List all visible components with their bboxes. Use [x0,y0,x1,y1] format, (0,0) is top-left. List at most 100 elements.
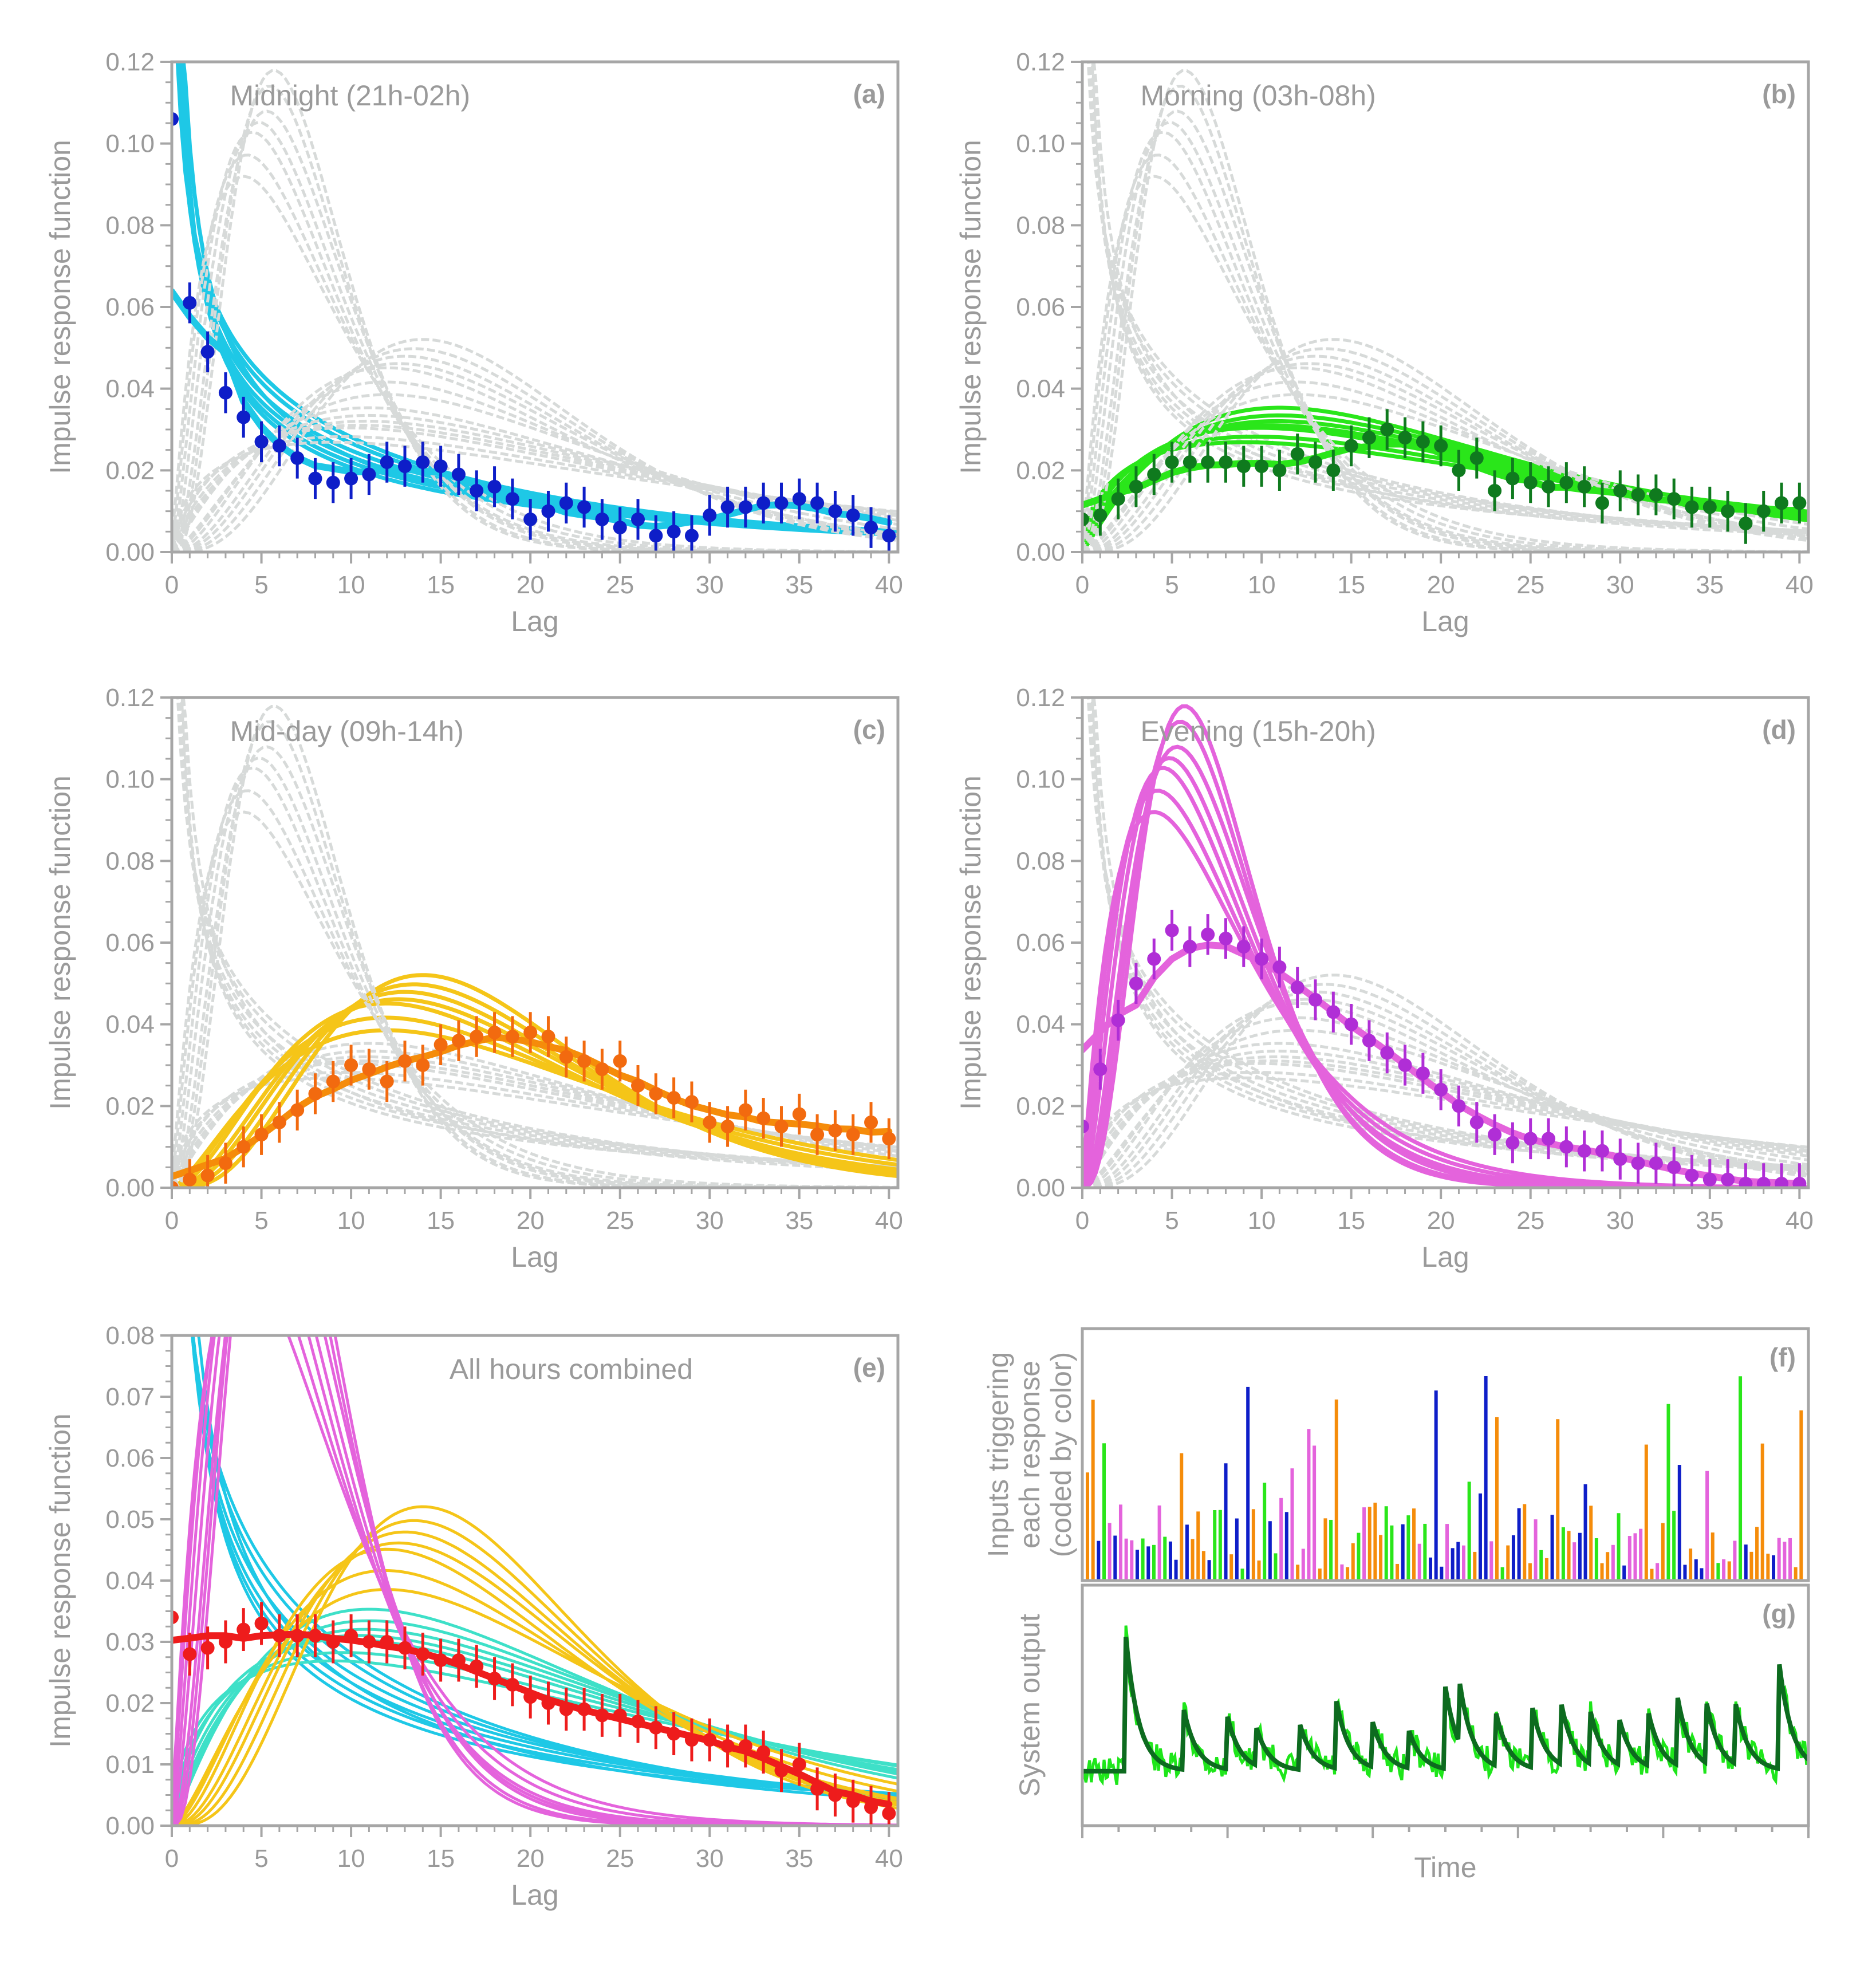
data-point [326,1074,340,1089]
data-point [1685,500,1699,514]
input-bar [1417,1543,1421,1581]
curve-cyan-4 [1092,62,1808,537]
input-bar [1749,1551,1753,1581]
input-bar [1456,1542,1460,1581]
y-tick-label: 0.03 [105,1628,155,1656]
input-bar [1511,1535,1515,1581]
x-tick-label: 10 [337,571,365,599]
y-tick-label: 0.02 [105,1092,155,1120]
data-point [792,1758,806,1771]
input-bar [1650,1569,1654,1581]
input-bar [1141,1538,1145,1581]
panel-d-ylabel: Impulse response function [955,775,987,1110]
panel-a-label: (a) [853,79,885,109]
data-point [505,492,519,506]
curve-magenta-1 [172,810,898,1188]
data-point [613,1708,627,1723]
y-tick-label: 0.00 [1016,538,1065,566]
curve-cyan-7 [1086,698,1808,1171]
input-bar [1240,1569,1244,1581]
x-tick-label: 20 [1427,571,1455,599]
y-tick-label: 0.08 [1016,211,1065,239]
curve-yellow-7 [172,973,898,1188]
data-point [720,500,735,514]
x-tick-label: 0 [1075,571,1089,599]
data-point [613,1054,627,1068]
curve-magenta-4 [1082,121,1808,552]
data-point [1272,960,1287,974]
input-bar [1218,1510,1222,1581]
data-point [237,1140,251,1154]
x-tick-label: 15 [1337,571,1365,599]
input-bar [1357,1532,1361,1581]
input-bar [1500,1567,1504,1581]
x-tick-label: 35 [1696,1207,1724,1235]
data-point [631,512,645,526]
data-point [433,459,448,474]
data-point [1236,459,1251,474]
curve-magenta-3 [172,131,898,552]
input-bar [1484,1376,1488,1581]
x-tick-label: 30 [696,571,724,599]
data-point [649,529,663,543]
data-point [595,512,609,526]
input-bar [1157,1505,1161,1581]
data-point [541,1696,555,1710]
data-point [1344,439,1358,453]
data-point [470,484,484,498]
curve-magenta-5 [1082,109,1808,552]
y-tick-label: 0.12 [1016,48,1065,76]
panel-g-xlabel: Time [1414,1851,1476,1884]
input-bar [1606,1552,1610,1581]
data-point [451,1653,466,1668]
input-bar [1777,1538,1781,1581]
data-point [756,1745,771,1759]
panel-b: 0 5 10 15 20 25 30 35 40 0.00 0.02 0.04 0.06 0.08 0.10… [955,48,1814,637]
data-point [649,1086,663,1101]
curve-cyan-7 [191,1335,898,1799]
input-bar [1401,1524,1405,1581]
input-bar [1323,1518,1327,1581]
panel-e-xlabel: Lag [511,1879,558,1911]
data-point [882,529,896,543]
y-tick-label: 0.04 [105,1011,155,1039]
data-point [172,1610,179,1625]
input-bar [1440,1566,1444,1581]
input-bar [1191,1539,1195,1581]
curve-yellow-2 [172,1569,898,1826]
input-bar [1207,1560,1211,1581]
y-tick-label: 0.02 [105,456,155,484]
panel-b-title: Morning (03h-08h) [1140,80,1376,112]
panel-f-ylabel-line-3: (coded by color) [1045,1352,1077,1558]
data-point [254,435,269,449]
input-bar [1788,1538,1792,1581]
curve-magenta-4 [172,756,898,1188]
input-bar [1384,1506,1388,1581]
data-point [738,1739,752,1753]
data-point [254,1616,269,1630]
data-point [774,1763,789,1778]
data-point [541,1030,555,1044]
y-tick-label: 0.12 [105,48,155,76]
input-bar [1506,1545,1510,1581]
data-point [1739,1176,1753,1188]
input-bar [1351,1543,1355,1581]
input-bar [1539,1550,1543,1581]
panel-e-label: (e) [853,1353,885,1382]
data-point [344,1629,358,1643]
y-tick-label: 0.12 [105,684,155,712]
panel-b-ylabel: Impulse response function [955,140,987,474]
data-point [326,475,340,490]
x-tick-label: 10 [1248,571,1276,599]
x-tick-label: 10 [1248,1207,1276,1235]
input-bar [1224,1463,1228,1581]
y-tick-label: 0.02 [1016,456,1065,484]
curve-yellow-5 [1082,990,1808,1188]
data-point [1452,463,1466,478]
curve-yellow-2 [172,380,898,552]
data-point [882,1806,896,1821]
data-point [1595,1144,1609,1158]
data-point [1344,1017,1358,1031]
input-bar [1594,1538,1598,1581]
data-point [237,410,251,424]
